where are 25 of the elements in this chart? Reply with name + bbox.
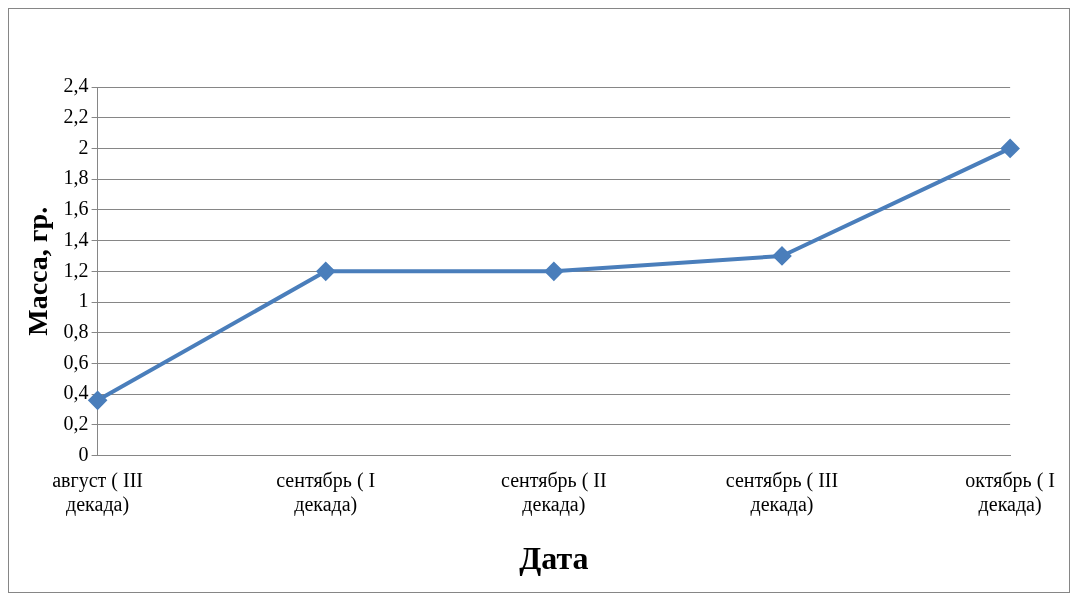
y-tick-label: 1,2 [63, 258, 89, 281]
point [1001, 139, 1020, 158]
x-tick-label: октябрь ( I декада) [965, 468, 1055, 516]
x-tick-label: сентябрь ( I декада) [276, 468, 376, 516]
point [88, 391, 107, 410]
y-tick-label: 0 [78, 442, 89, 465]
y-tick-label: 2 [78, 135, 89, 158]
x-tick-label: август ( III декада) [52, 468, 143, 516]
x-axis-title: Дата [519, 540, 589, 577]
y-tick-label: 1,8 [63, 166, 89, 189]
y-tick-label: 0,2 [63, 412, 89, 435]
y-axis-title: Масса, гр. [22, 206, 54, 336]
y-tick-label: 0,8 [63, 319, 89, 342]
y-tick-label: 1 [78, 289, 89, 312]
y-tick-label: 0,4 [63, 381, 89, 404]
x-tick-label: сентябрь ( III декада) [725, 468, 839, 516]
point [544, 262, 563, 281]
point [773, 246, 791, 265]
y-tick-label: 1,6 [63, 197, 89, 220]
y-tick-label: 0,6 [63, 350, 89, 373]
point [316, 262, 335, 281]
x-tick-label: сентябрь ( II декада) [501, 468, 607, 516]
y-tick-label: 1,4 [63, 227, 89, 250]
y-tick-label: 2,2 [63, 104, 89, 127]
y-tick-label: 2,4 [63, 74, 89, 97]
